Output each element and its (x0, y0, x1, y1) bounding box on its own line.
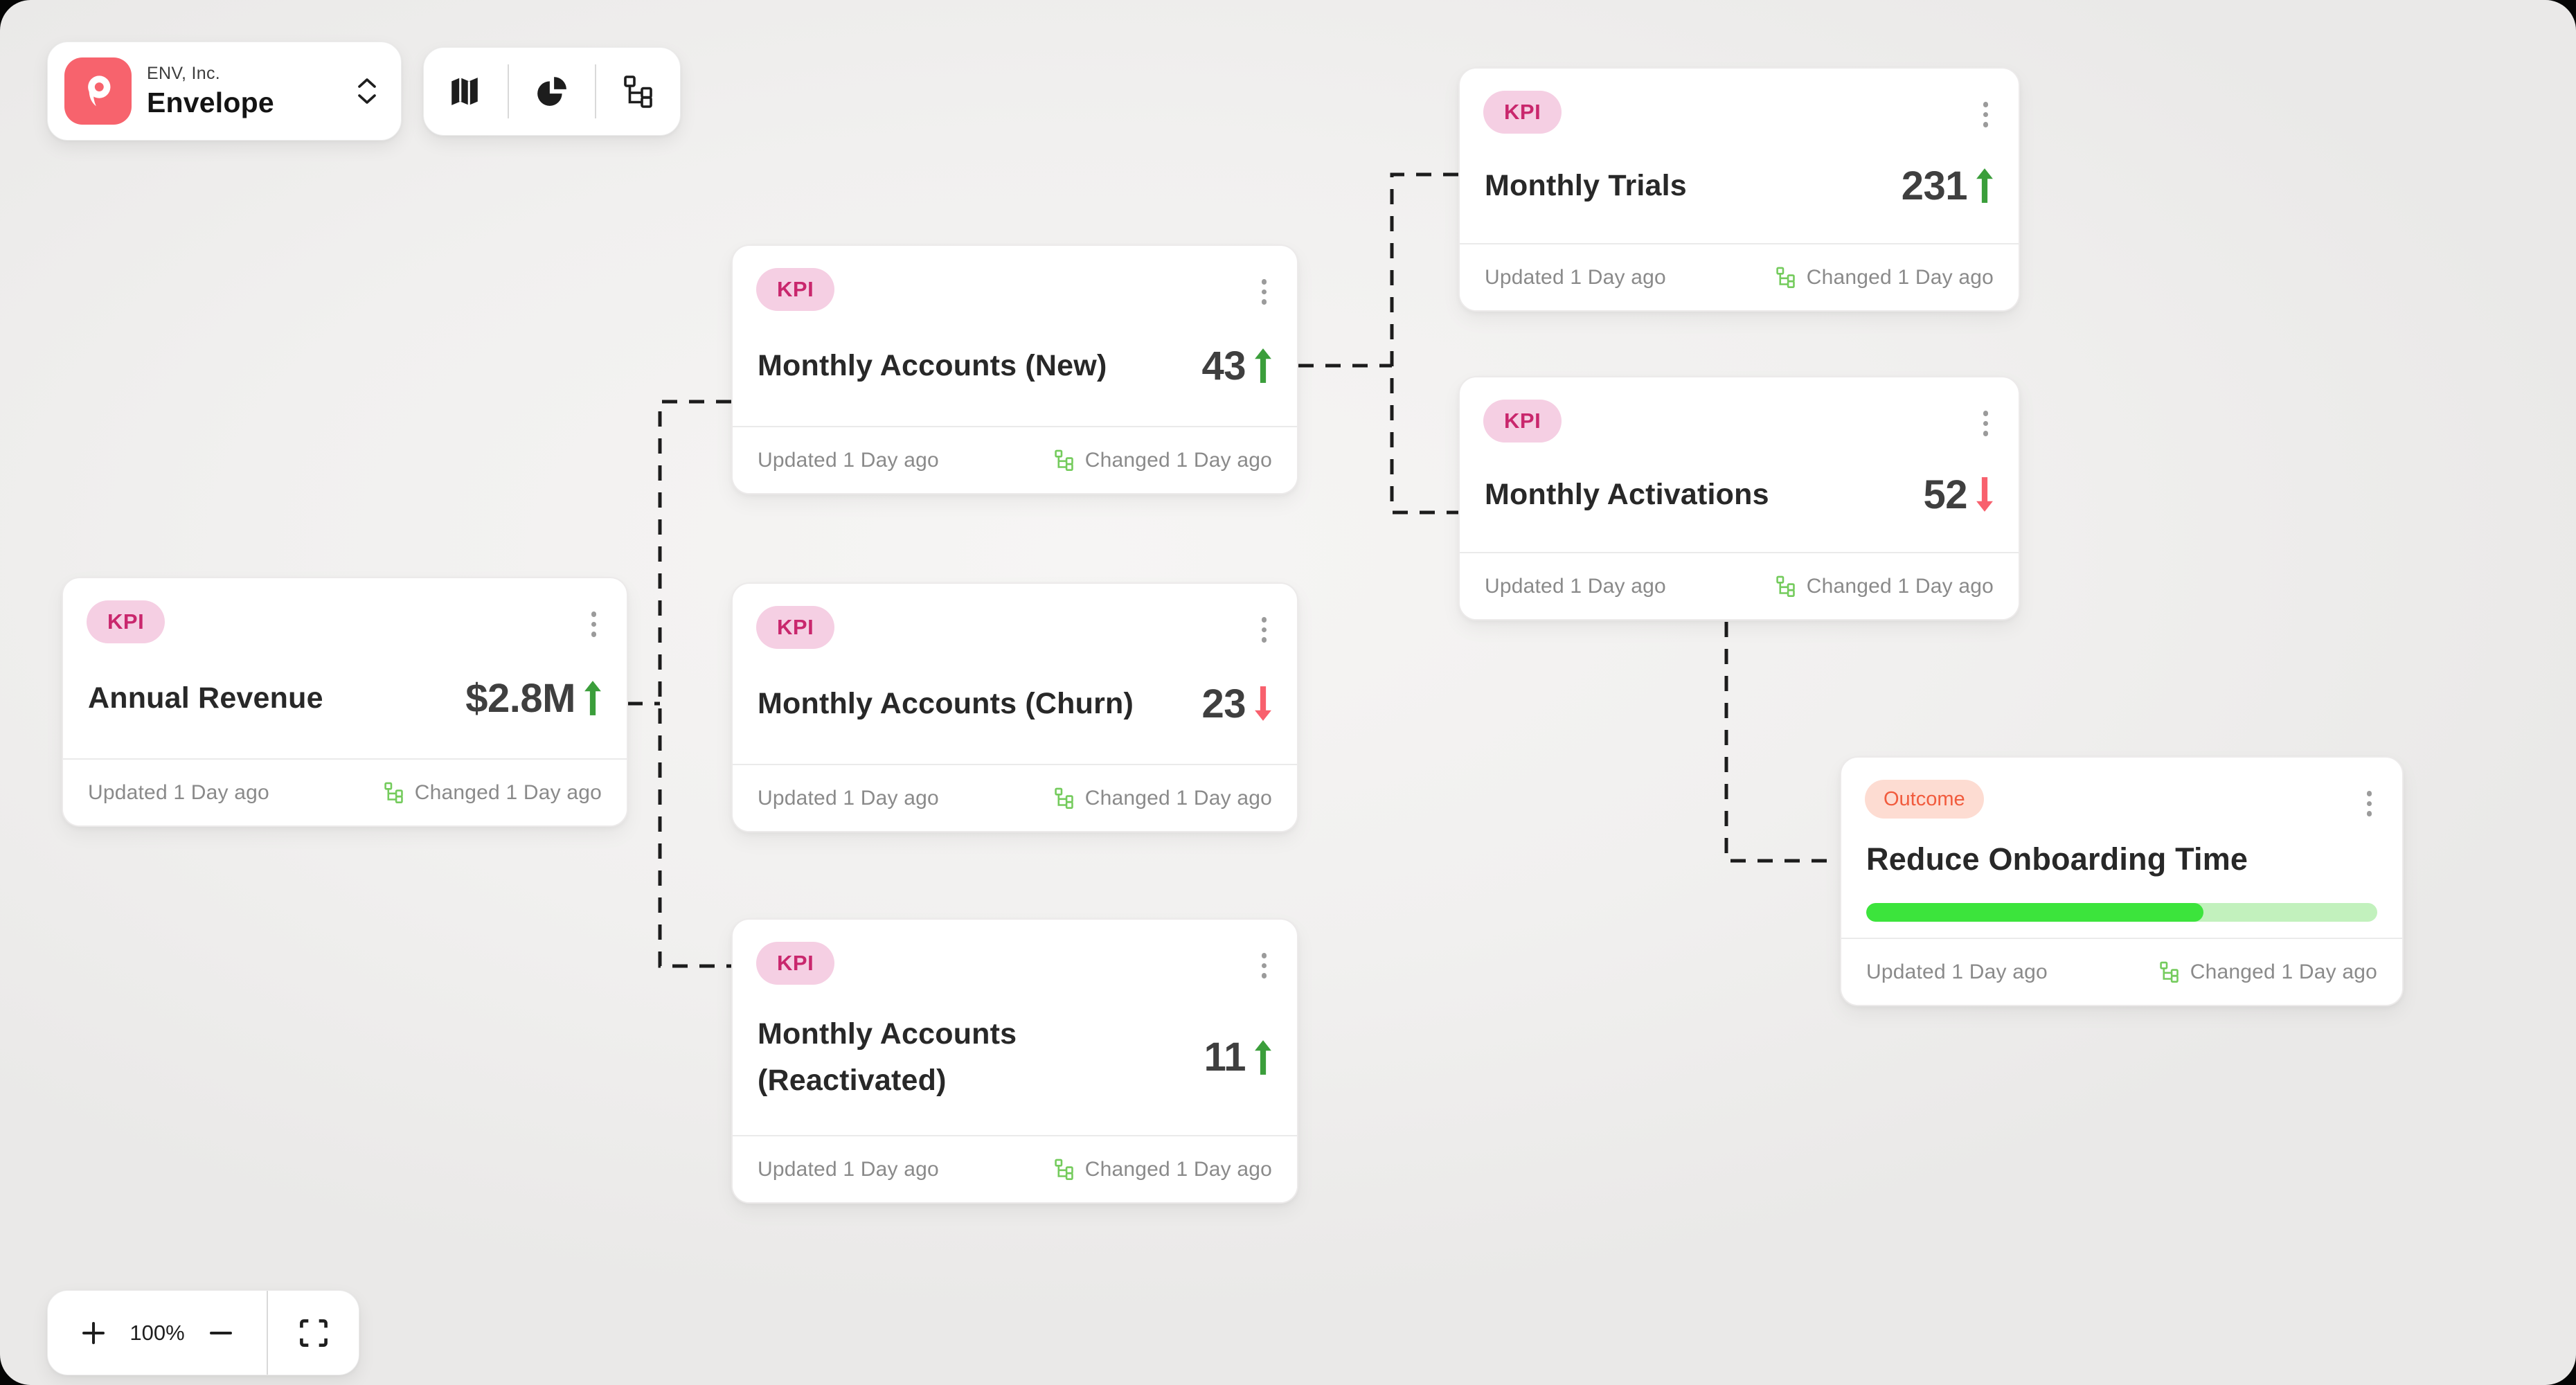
trend-arrow-icon (1254, 346, 1272, 385)
zoom-level-readout: 100% (129, 1320, 185, 1345)
kpi-card-monthly-activations[interactable]: KPI Monthly Activations 52 Updated 1 Day… (1458, 376, 2020, 620)
kpi-badge: KPI (756, 268, 835, 311)
zoom-divider (267, 1291, 268, 1375)
changed-label: Changed 1 Day ago (1084, 448, 1272, 472)
card-menu-button[interactable] (1976, 95, 1996, 134)
card-menu-button[interactable] (2360, 784, 2379, 823)
app-logo (64, 57, 132, 125)
kpi-badge: KPI (756, 942, 835, 985)
changed-hierarchy-icon (1776, 575, 1795, 597)
map-view-button[interactable] (427, 48, 503, 135)
company-name: ENV, Inc. (147, 63, 220, 83)
view-toolbar (423, 47, 681, 136)
changed-label: Changed 1 Day ago (1806, 265, 1994, 289)
chevron-up-icon (358, 78, 376, 88)
changed-hierarchy-icon (1055, 449, 1073, 471)
changed-label: Changed 1 Day ago (2190, 960, 2377, 983)
map-icon (451, 78, 478, 105)
metric-value: 231 (1901, 163, 1968, 208)
card-title: Monthly Trials (1485, 168, 1687, 202)
updated-label: Updated 1 Day ago (1866, 960, 2048, 983)
metric-value: 43 (1201, 343, 1246, 388)
card-title: Monthly Accounts (New) (758, 348, 1107, 382)
kpi-badge: KPI (756, 606, 835, 649)
card-title: Monthly Activations (1485, 477, 1769, 511)
logo-pin-icon (87, 75, 110, 106)
changed-hierarchy-icon (1055, 787, 1073, 809)
workspace-select-button[interactable] (354, 74, 380, 108)
kpi-badge: KPI (87, 600, 166, 643)
kpi-card-monthly-accounts-reactivated[interactable]: KPI Monthly Accounts (Reactivated) 11 Up… (731, 918, 1298, 1204)
kpi-card-monthly-trials[interactable]: KPI Monthly Trials 231 Updated 1 Day ago (1458, 67, 2020, 312)
changed-label: Changed 1 Day ago (1084, 1157, 1272, 1181)
changed-label: Changed 1 Day ago (414, 780, 602, 804)
card-title: Monthly Accounts (Reactivated) (758, 1017, 1017, 1097)
chevron-down-icon (358, 94, 376, 104)
card-menu-button[interactable] (1255, 946, 1274, 985)
card-title: Monthly Accounts (Churn) (758, 686, 1134, 720)
trend-arrow-icon (1254, 1038, 1272, 1077)
minus-icon (210, 1331, 233, 1334)
card-menu-button[interactable] (1255, 610, 1274, 650)
zoom-controls: 100% (47, 1290, 359, 1375)
card-title: Reduce Onboarding Time (1866, 841, 2248, 877)
tree-view-button[interactable] (601, 48, 677, 135)
kpi-badge: KPI (1483, 400, 1562, 443)
updated-label: Updated 1 Day ago (1485, 574, 1666, 598)
fullscreen-icon (299, 1319, 328, 1347)
toolbar-divider (595, 64, 597, 118)
changed-hierarchy-icon (1776, 267, 1795, 288)
workspace-name: Envelope (147, 86, 274, 118)
plus-icon (82, 1321, 105, 1344)
trend-arrow-icon (1254, 684, 1272, 723)
kpi-badge: KPI (1483, 91, 1562, 134)
hierarchy-icon (624, 75, 653, 108)
kpi-card-monthly-accounts-churn[interactable]: KPI Monthly Accounts (Churn) 23 Updated … (731, 582, 1298, 832)
changed-label: Changed 1 Day ago (1084, 786, 1272, 810)
metric-value: 52 (1923, 472, 1967, 517)
chart-view-button[interactable] (514, 48, 590, 135)
metric-value: 11 (1204, 1035, 1246, 1080)
trend-arrow-icon (584, 679, 602, 717)
trend-arrow-icon (1976, 166, 1994, 205)
metric-value: $2.8M (465, 675, 575, 721)
updated-label: Updated 1 Day ago (758, 1157, 939, 1181)
updated-label: Updated 1 Day ago (758, 786, 939, 810)
outcome-card-reduce-onboarding-time[interactable]: Outcome Reduce Onboarding Time Updated 1… (1840, 756, 2404, 1006)
card-title: Annual Revenue (88, 681, 323, 715)
updated-label: Updated 1 Day ago (88, 780, 269, 804)
toolbar-divider (507, 64, 509, 118)
progress-bar (1866, 902, 2377, 922)
updated-label: Updated 1 Day ago (1485, 265, 1666, 289)
changed-label: Changed 1 Day ago (1806, 574, 1994, 598)
card-menu-button[interactable] (1976, 404, 1996, 443)
kpi-card-monthly-accounts-new[interactable]: KPI Monthly Accounts (New) 43 Updated 1 … (731, 244, 1298, 494)
zoom-out-button[interactable] (202, 1314, 240, 1352)
kpi-card-annual-revenue[interactable]: KPI Annual Revenue $2.8M Updated 1 Day a… (62, 577, 628, 827)
trend-arrow-icon (1976, 475, 1994, 514)
pie-chart-icon (537, 77, 566, 106)
fullscreen-button[interactable] (293, 1312, 334, 1354)
changed-hierarchy-icon (1055, 1159, 1073, 1180)
workspace-switcher[interactable]: ENV, Inc. Envelope (47, 42, 402, 141)
outcome-badge: Outcome (1865, 780, 1984, 819)
card-menu-button[interactable] (584, 605, 604, 644)
metric-value: 23 (1201, 681, 1246, 726)
changed-hierarchy-icon (384, 782, 403, 803)
progress-fill (1866, 902, 2204, 922)
updated-label: Updated 1 Day ago (758, 448, 939, 472)
zoom-in-button[interactable] (75, 1314, 112, 1352)
card-menu-button[interactable] (1255, 272, 1274, 312)
changed-hierarchy-icon (2160, 961, 2179, 983)
